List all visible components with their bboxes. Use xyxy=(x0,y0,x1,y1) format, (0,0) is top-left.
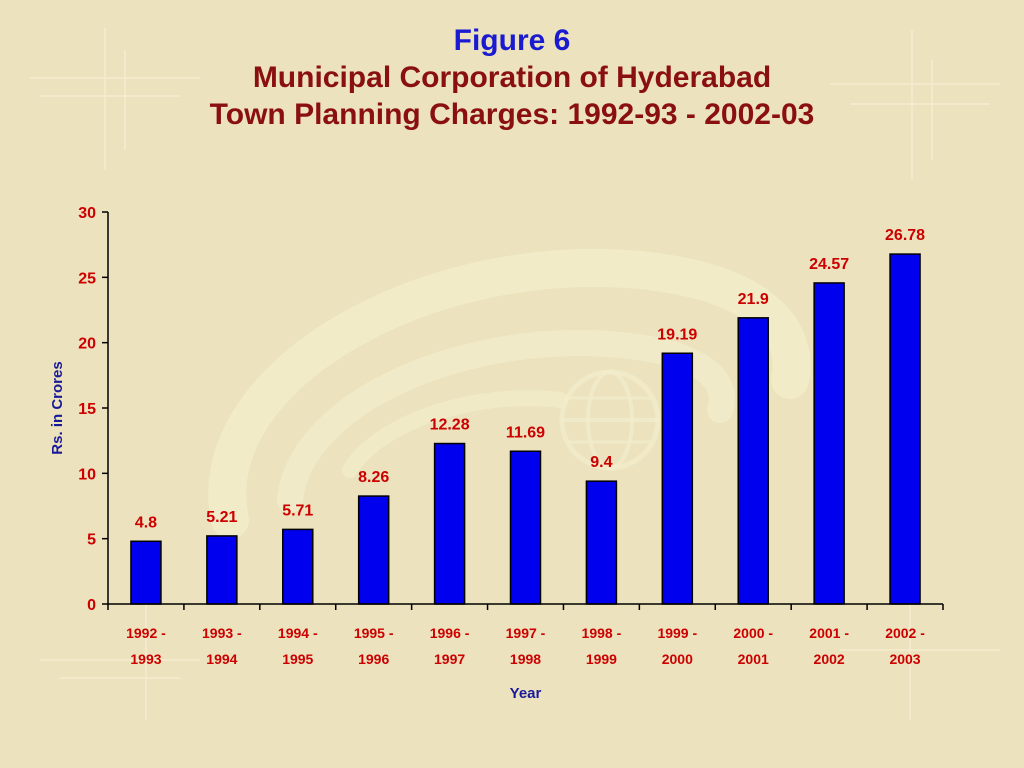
x-tick-label: 1996 xyxy=(358,651,389,667)
bar-value-label: 8.26 xyxy=(358,469,389,486)
bar-value-label: 9.4 xyxy=(590,454,612,471)
bar-value-label: 19.19 xyxy=(657,326,697,343)
bar-value-label: 24.57 xyxy=(809,256,849,273)
bar-value-label: 26.78 xyxy=(885,227,925,244)
x-tick-label: 1994 xyxy=(206,651,237,667)
y-tick-label: 20 xyxy=(78,336,96,353)
x-tick-label: 2002 - xyxy=(885,625,925,641)
title-block: Figure 6 Municipal Corporation of Hydera… xyxy=(0,22,1024,133)
bar xyxy=(282,528,314,605)
x-tick-label: 1992 - xyxy=(126,625,166,641)
data-labels: 4.8 5.21 5.71 8.26 12.28 11.69 9.4 19.19 21.9 24.… xyxy=(135,227,925,531)
x-tick-label: 2000 - xyxy=(733,625,773,641)
bar xyxy=(357,495,390,605)
x-tick-label: 2000 xyxy=(662,651,693,667)
x-tick-label: 1995 xyxy=(282,651,313,667)
bar-value-label: 11.69 xyxy=(506,424,545,441)
x-tick-label: 1993 - xyxy=(202,625,242,641)
x-tick-label: 1997 - xyxy=(506,625,546,641)
x-tick-label: 2002 xyxy=(814,651,845,667)
bar xyxy=(889,253,921,605)
bar xyxy=(509,450,542,605)
x-tick-label: 2001 - xyxy=(809,625,849,641)
x-tick-label: 1997 xyxy=(434,651,465,667)
bar-value-label: 21.9 xyxy=(738,291,769,308)
x-tick-label: 1998 xyxy=(510,651,541,667)
y-tick-label: 5 xyxy=(87,532,96,549)
bar xyxy=(661,352,694,605)
x-tick-label: 2003 xyxy=(889,651,920,667)
x-tick-labels: 1992 - 1993 1993 - 1994 1994 - 1995 1995 - 1996… xyxy=(126,625,925,667)
x-axis-title: Year xyxy=(510,685,542,702)
y-tick-label: 25 xyxy=(78,270,96,287)
bar-value-label: 4.8 xyxy=(135,514,157,531)
y-tick-label: 30 xyxy=(78,205,96,222)
figure-label: Figure 6 xyxy=(453,24,571,57)
y-tick-label: 10 xyxy=(78,466,96,483)
bar-value-label: 12.28 xyxy=(430,417,470,434)
x-tick-label: 2001 xyxy=(738,651,769,667)
bar xyxy=(585,480,618,605)
x-tick-label: 1994 - xyxy=(278,625,318,641)
bar xyxy=(737,317,769,605)
title-line-2: Town Planning Charges: 1992-93 - 2002-03 xyxy=(209,98,815,131)
x-tick-label: 1998 - xyxy=(582,625,622,641)
x-tick-label: 1993 xyxy=(130,651,161,667)
x-tick-label: 1999 - xyxy=(657,625,697,641)
bar xyxy=(813,282,845,605)
y-axis-title: Rs. in Crores xyxy=(49,361,66,454)
bar-value-label: 5.21 xyxy=(206,509,237,526)
x-axis-ticks xyxy=(107,604,944,610)
bar xyxy=(130,540,162,605)
x-tick-label: 1995 - xyxy=(354,625,394,641)
x-tick-label: 1996 - xyxy=(430,625,470,641)
bar xyxy=(433,442,466,605)
title-line-1: Municipal Corporation of Hyderabad xyxy=(252,61,772,94)
y-tick-label: 15 xyxy=(78,401,96,418)
y-axis-ticks: 0 5 10 15 20 25 30 xyxy=(78,205,108,614)
bar-value-label: 5.71 xyxy=(282,502,313,519)
bar xyxy=(206,535,238,605)
y-tick-label: 0 xyxy=(87,597,96,614)
x-tick-label: 1999 xyxy=(586,651,617,667)
bars xyxy=(130,253,921,605)
